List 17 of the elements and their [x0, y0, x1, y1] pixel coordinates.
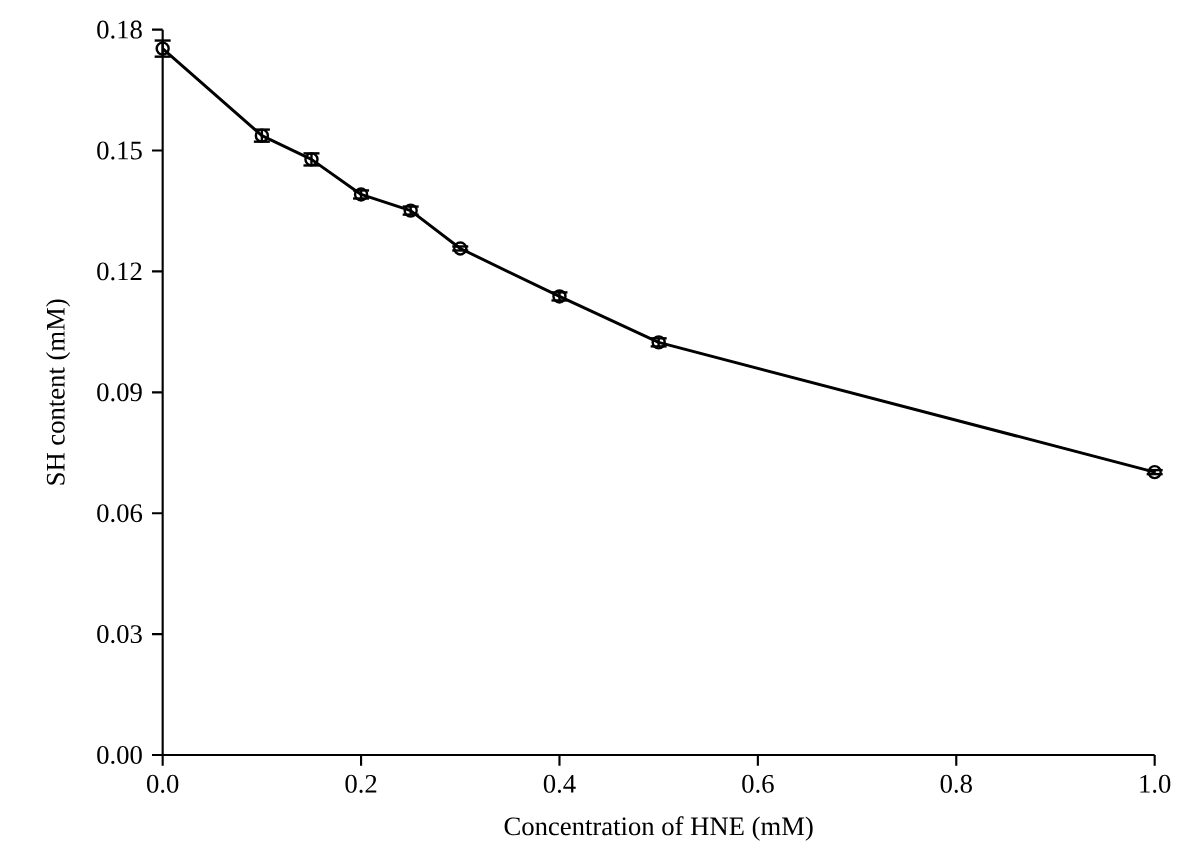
y-tick-label: 0.06 [97, 504, 143, 523]
y-tick-label: 0.00 [97, 745, 142, 765]
y-tick-label: 0.03 [97, 625, 142, 644]
x-tick-label: 0.4 [543, 774, 576, 793]
point [1147, 464, 1162, 480]
x-axis-title: Concentration of HNE (mM) [504, 816, 813, 841]
x-tick-label: 0.0 [147, 774, 179, 793]
y-tick-label: 0.12 [97, 262, 142, 281]
y-tick-label: 0.09 [97, 383, 142, 402]
x-tick-label: 0.8 [940, 774, 972, 793]
point [453, 241, 468, 256]
x-tick-label: 0.2 [345, 774, 377, 793]
x-tick-label: 1.0 [1140, 774, 1171, 793]
y-axis-title: SH content (mM) [45, 299, 71, 485]
x-tick-label: 0.6 [742, 774, 774, 793]
y-tick-label: 0.15 [97, 141, 142, 160]
y-tick-label: 0.18 [97, 20, 142, 39]
